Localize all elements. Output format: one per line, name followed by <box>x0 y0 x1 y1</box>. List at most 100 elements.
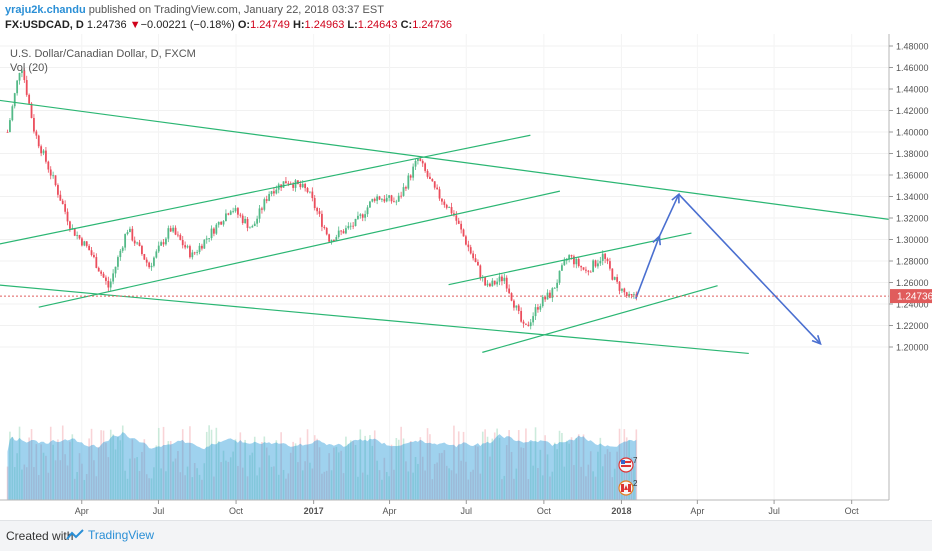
volume-bar <box>515 468 518 500</box>
volume-bar <box>148 478 150 500</box>
candle-body <box>162 242 165 245</box>
candle-body <box>268 194 271 201</box>
candle-body <box>81 238 83 246</box>
candle-body <box>66 211 69 222</box>
price-axis[interactable]: 1.48000 1.46000 1.44000 1.42000 1.40000 1.380… <box>889 42 929 353</box>
candle-body <box>100 271 103 274</box>
volume-bar <box>553 442 556 500</box>
volume-bar <box>100 430 102 500</box>
candle-body <box>25 80 28 95</box>
volume-bar <box>328 453 330 500</box>
volume-bar <box>635 429 638 500</box>
volume-bar <box>9 431 11 500</box>
volume-bar <box>217 441 220 500</box>
candle-body <box>373 198 376 201</box>
volume-bar <box>251 452 254 500</box>
candle-body <box>30 103 33 118</box>
volume-bar <box>40 444 42 500</box>
volume-bar <box>441 452 443 500</box>
tradingview-logo-icon[interactable] <box>66 529 84 541</box>
volume-bar <box>585 476 587 500</box>
author-link[interactable]: yraju2k.chandu <box>5 4 86 16</box>
trendline-rising-upper <box>448 232 692 286</box>
volume-bar <box>172 461 174 500</box>
candle-body <box>431 179 434 182</box>
tradingview-brand-link[interactable]: TradingView <box>88 528 155 542</box>
candle-body <box>472 253 475 259</box>
candle-body <box>35 131 38 136</box>
candle-body <box>395 201 398 203</box>
candle-body <box>294 180 297 188</box>
volume-bar <box>352 441 354 500</box>
candle-body <box>498 276 501 282</box>
candle-body <box>342 231 345 234</box>
volume-bar <box>503 475 506 500</box>
trendline-layer[interactable] <box>0 99 920 355</box>
volume-bar <box>119 440 122 500</box>
candle-body <box>628 294 631 297</box>
candle-body <box>126 232 129 235</box>
volume-bar <box>297 462 299 500</box>
volume-bar <box>215 427 218 500</box>
legend-volume: Vol (20) <box>10 62 48 74</box>
candle-body <box>121 247 124 251</box>
price-chart[interactable]: 1.48000 1.46000 1.44000 1.42000 1.40000 1.380… <box>0 34 932 520</box>
volume-bar <box>59 460 62 500</box>
volume-bar <box>429 434 431 500</box>
candle-body <box>330 239 333 242</box>
high-value: 1.24963 <box>304 19 345 31</box>
candle-body <box>366 207 369 215</box>
volume-bar <box>246 476 249 500</box>
volume-bar <box>426 428 429 500</box>
candle-body <box>580 266 583 268</box>
candle-body <box>129 228 131 233</box>
candle-body <box>93 254 95 258</box>
candle-body <box>301 183 304 188</box>
volume-bar <box>366 474 369 500</box>
candle-body <box>568 255 571 260</box>
volume-bar <box>275 440 278 500</box>
candle-body <box>417 158 419 161</box>
volume-bar <box>433 463 436 500</box>
volume-bar <box>141 451 143 500</box>
volume-bar <box>162 426 165 500</box>
volume-bar <box>153 467 155 500</box>
projection-segment <box>658 194 680 237</box>
volume-bar <box>256 475 258 500</box>
volume-bar <box>213 476 215 500</box>
volume-bar <box>388 476 390 500</box>
volume-bar <box>621 459 623 500</box>
time-tick-label: Jul <box>461 506 473 516</box>
volume-bar <box>57 439 59 500</box>
volume-bar <box>465 461 467 500</box>
candle-body <box>419 158 422 161</box>
candle-body <box>316 208 319 212</box>
low-label: L: <box>347 19 358 31</box>
candle-body <box>37 135 40 147</box>
volume-bar <box>330 470 333 500</box>
chart-area[interactable]: 1.48000 1.46000 1.44000 1.42000 1.40000 1.380… <box>0 34 932 520</box>
volume-bar <box>37 475 40 500</box>
candle-body <box>270 191 273 195</box>
candle-body <box>549 292 551 298</box>
event-flags[interactable]: 7 2 <box>618 456 638 496</box>
symbol-label[interactable]: FX:USDCAD, D <box>5 19 84 31</box>
candle-body <box>155 251 158 258</box>
volume-bar <box>616 451 618 500</box>
candle-body <box>534 307 537 317</box>
candle-body <box>544 296 547 300</box>
volume-bar <box>13 467 16 500</box>
candle-body <box>630 294 633 296</box>
volume-bar <box>225 460 227 500</box>
candle-body <box>285 181 287 184</box>
volume-bar <box>78 453 81 500</box>
candle-body <box>150 265 153 268</box>
projection-layer[interactable] <box>635 192 822 346</box>
candle-body <box>109 281 112 288</box>
volume-bar <box>613 468 616 500</box>
time-axis[interactable]: Apr Jul Oct 2017 Apr Jul Oct 2018 Apr Jul Oct <box>75 500 859 516</box>
volume-bar <box>378 470 381 500</box>
candle-body <box>234 208 237 212</box>
volume-bar <box>517 430 520 500</box>
us-flag-stripe <box>621 465 631 467</box>
